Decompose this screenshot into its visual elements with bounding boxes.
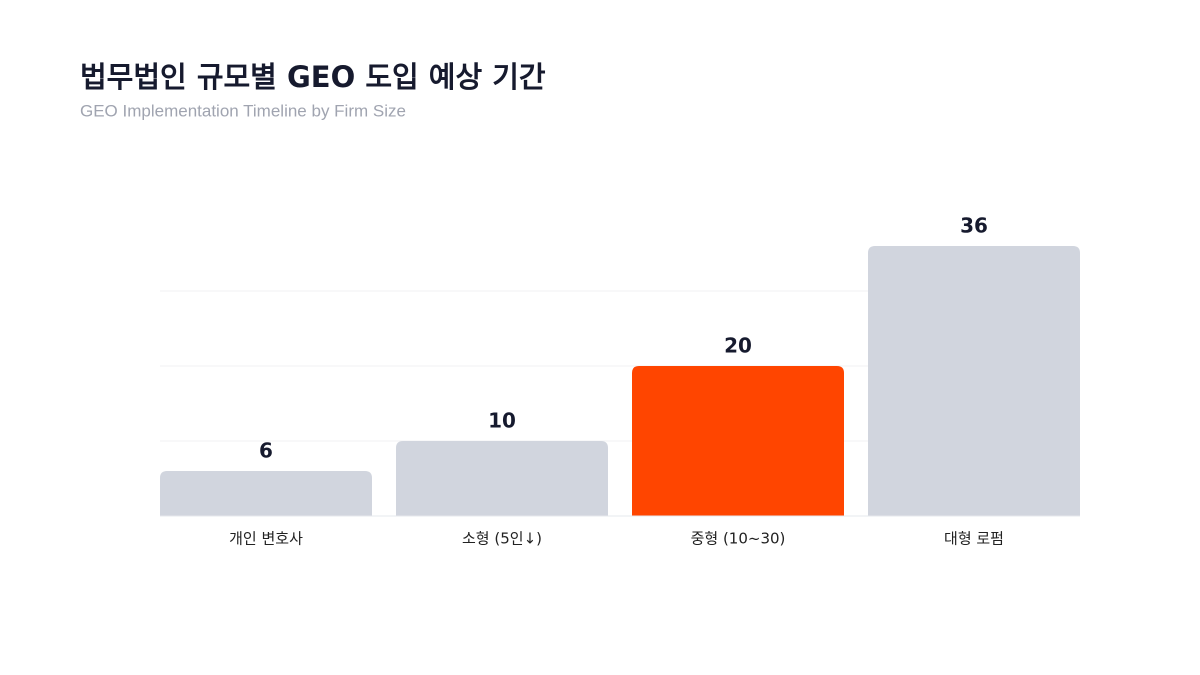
- bar: [868, 246, 1080, 516]
- x-tick-label: 소형 (5인↓): [462, 530, 542, 548]
- x-tick-label: 대형 로펌: [944, 530, 1004, 548]
- x-tick-label: 개인 변호사: [229, 530, 303, 548]
- value-label: 6: [259, 439, 273, 463]
- bar: [632, 366, 844, 516]
- value-label: 36: [960, 214, 988, 238]
- value-label: 20: [724, 334, 752, 358]
- chart-subtitle: GEO Implementation Timeline by Firm Size: [80, 101, 406, 120]
- bar: [396, 441, 608, 516]
- value-label: 10: [488, 409, 516, 433]
- x-tick-label: 중형 (10~30): [691, 530, 786, 548]
- bar: [160, 471, 372, 516]
- chart-title: 법무법인 규모별 GEO 도입 예상 기간: [80, 60, 546, 94]
